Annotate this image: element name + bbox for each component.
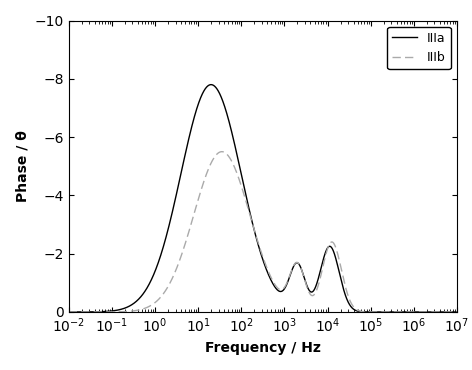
Legend: IIIa, IIIb: IIIa, IIIb (387, 27, 451, 69)
IIIa (405, 310, 411, 314)
IIIb (66, 310, 71, 314)
X-axis label: Frequency / Hz: Frequency / Hz (205, 341, 321, 355)
IIIa (208, 83, 214, 87)
IIIa (447, 310, 452, 314)
IIIa (110, 309, 116, 313)
IIIb (219, 149, 225, 154)
IIIb (133, 308, 139, 313)
IIIb (110, 310, 116, 314)
Line: IIIb: IIIb (68, 152, 457, 312)
IIIa (232, 142, 237, 146)
IIIb (454, 310, 460, 314)
Y-axis label: Phase / θ: Phase / θ (15, 130, 29, 202)
IIIb (232, 165, 237, 169)
IIIb (215, 151, 220, 156)
IIIa (133, 299, 139, 304)
Line: IIIa: IIIa (68, 85, 457, 312)
IIIa (66, 310, 71, 314)
IIIb (405, 310, 411, 314)
IIIa (454, 310, 460, 314)
IIIb (447, 310, 452, 314)
IIIa (215, 88, 220, 92)
